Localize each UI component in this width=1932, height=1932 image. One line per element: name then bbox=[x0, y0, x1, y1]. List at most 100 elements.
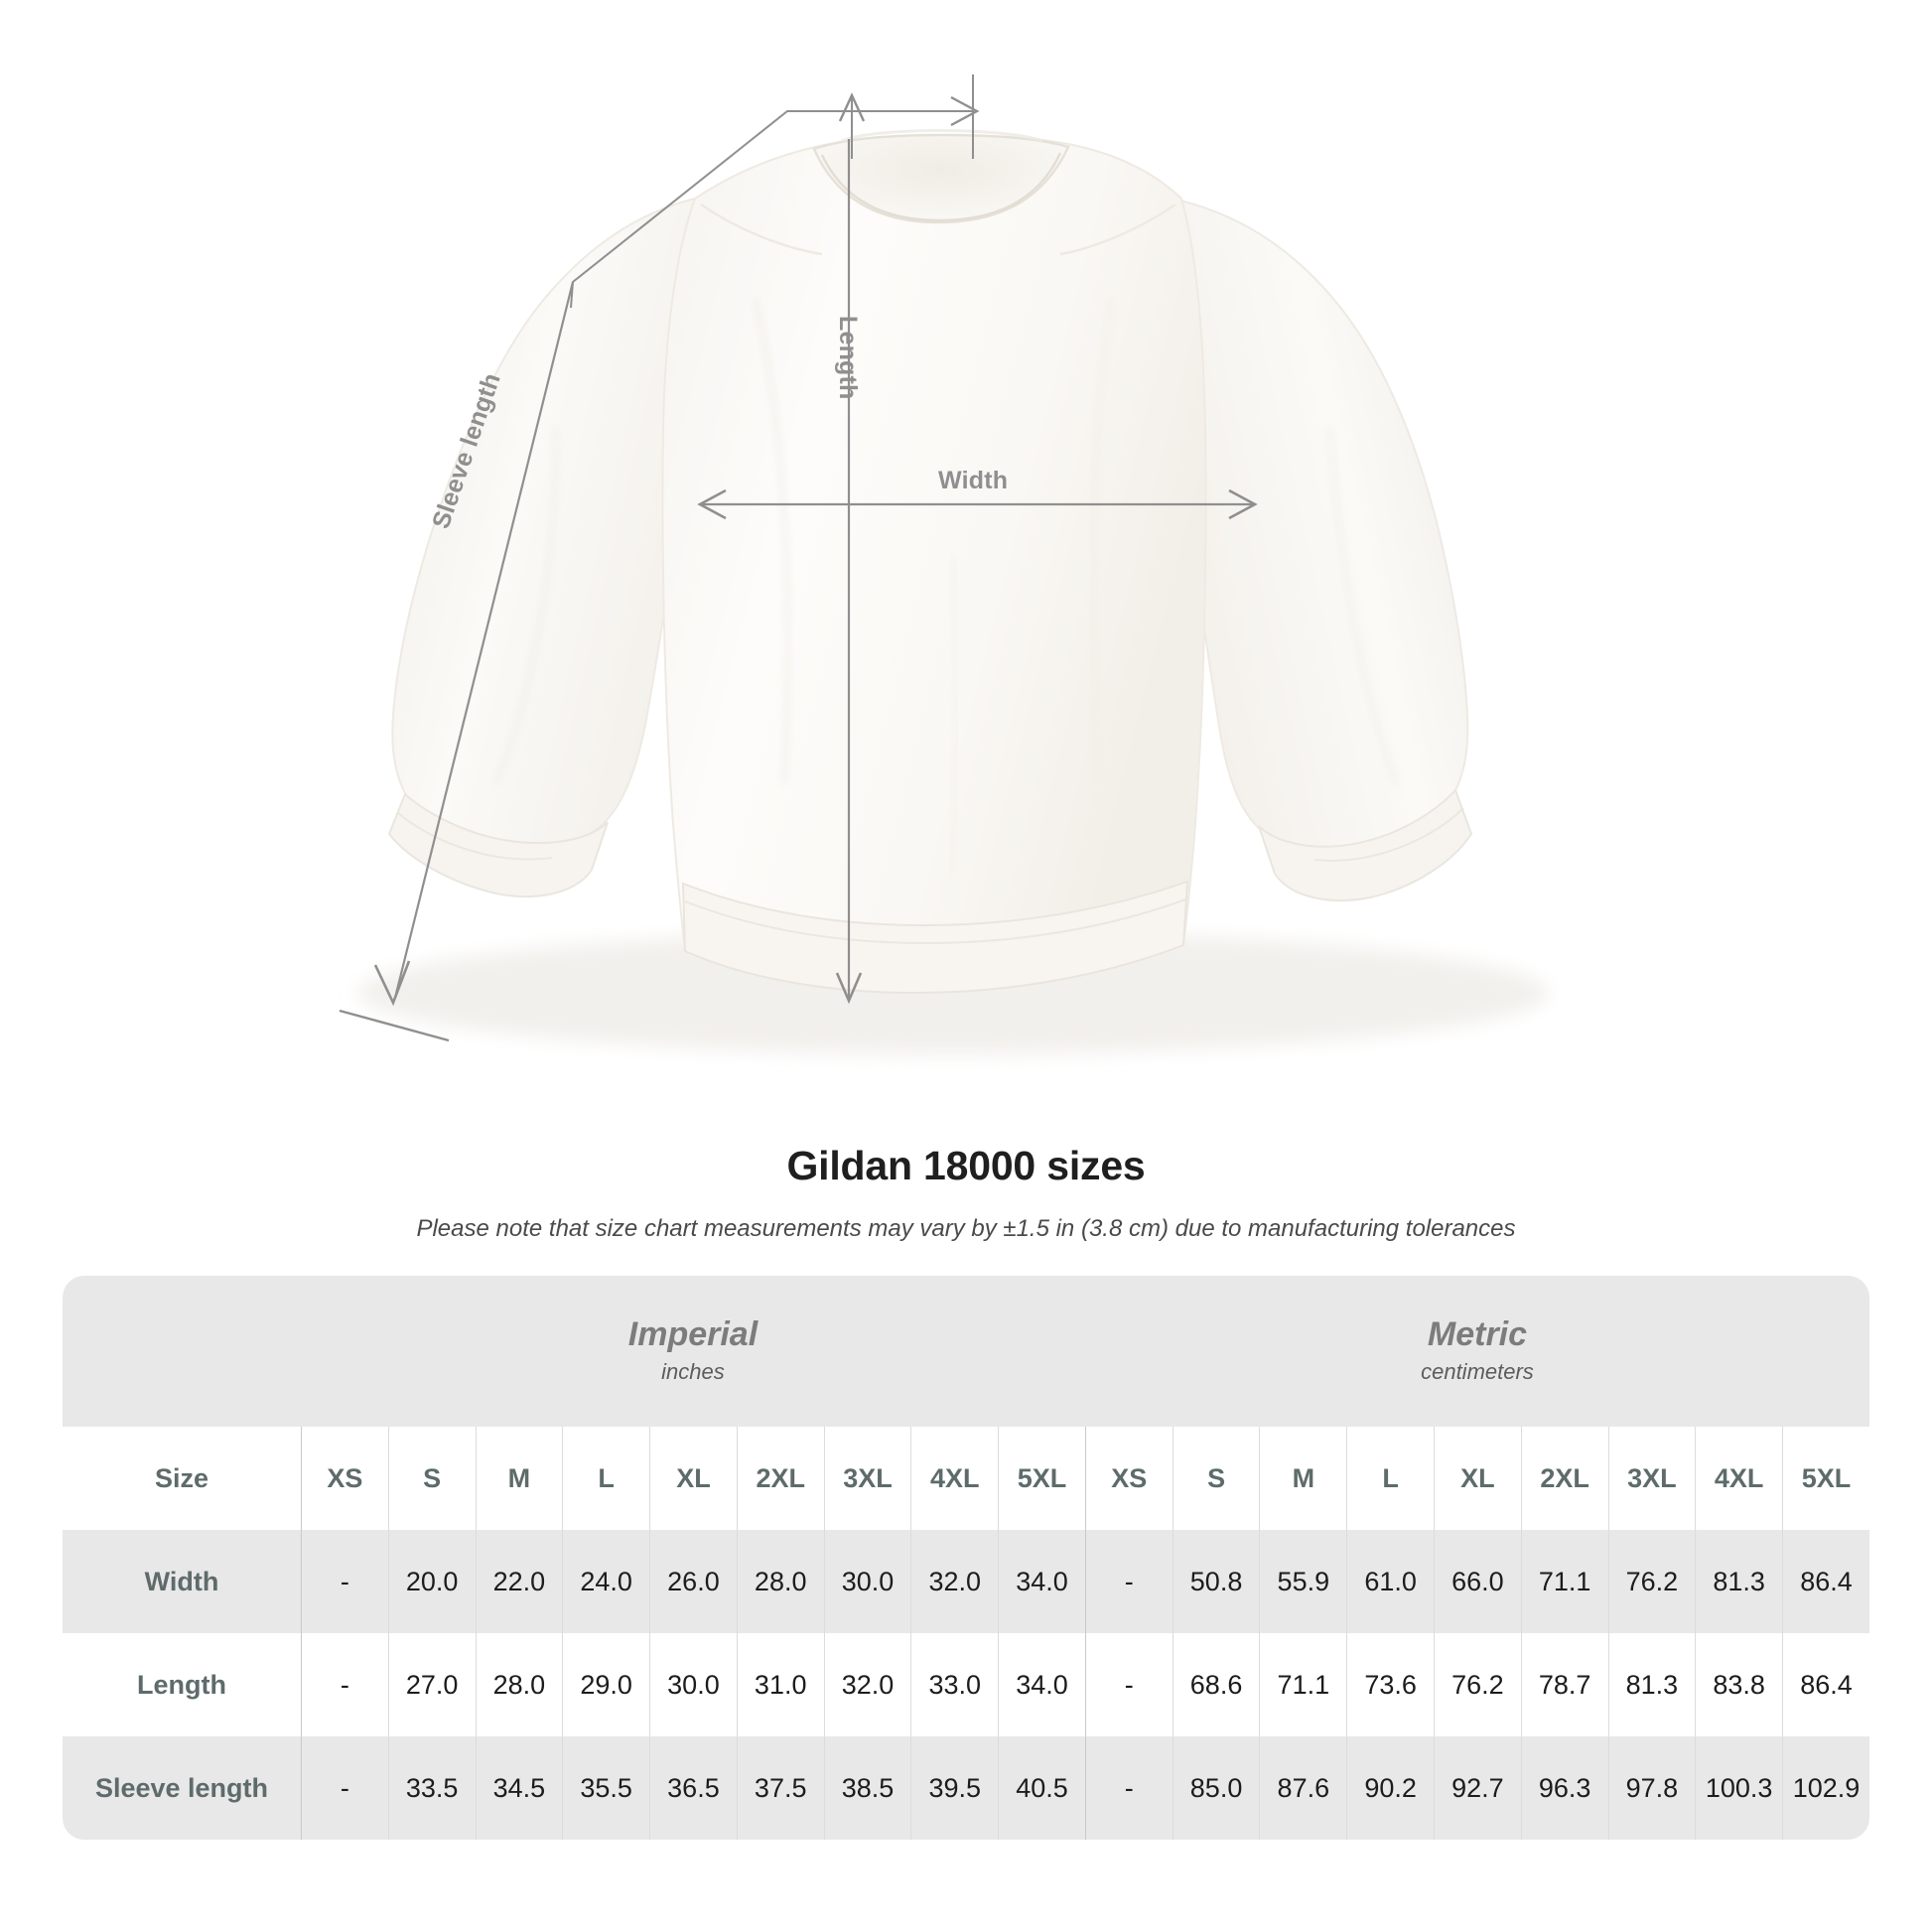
cell-width-imperial-5xl: 34.0 bbox=[998, 1530, 1085, 1633]
size-header-imperial-xl-text: XL bbox=[676, 1462, 711, 1493]
cell-width-metric-3xl: 76.2 bbox=[1607, 1530, 1696, 1633]
shoulder-callout-left bbox=[570, 110, 852, 309]
cell-sleeve-length-metric-4xl-text: 100.3 bbox=[1705, 1772, 1773, 1803]
cell-sleeve-length-imperial-2xl-text: 37.5 bbox=[754, 1772, 807, 1803]
cell-width-metric-3xl-text: 76.2 bbox=[1625, 1566, 1679, 1596]
cell-length-imperial-s-text: 27.0 bbox=[405, 1669, 459, 1700]
cell-length-metric-4xl-text: 83.8 bbox=[1713, 1669, 1765, 1700]
cell-sleeve-length-metric-l: 90.2 bbox=[1346, 1736, 1434, 1840]
size-header-imperial-xs-text: XS bbox=[327, 1462, 363, 1493]
cell-sleeve-length-metric-m-text: 87.6 bbox=[1277, 1772, 1330, 1803]
size-header-metric-s-text: S bbox=[1207, 1462, 1226, 1493]
cell-length-metric-5xl-text: 86.4 bbox=[1800, 1669, 1853, 1700]
width-arrowhead-right bbox=[1228, 488, 1258, 520]
cell-sleeve-length-metric-2xl: 96.3 bbox=[1520, 1736, 1608, 1840]
cell-length-metric-l: 73.6 bbox=[1346, 1633, 1434, 1736]
cell-sleeve-length-imperial-4xl-text: 39.5 bbox=[928, 1772, 982, 1803]
cell-sleeve-length-imperial-5xl-text: 40.5 bbox=[1016, 1772, 1068, 1803]
row-label-width: Width bbox=[63, 1530, 301, 1633]
size-header-metric-l-text: L bbox=[1382, 1462, 1399, 1493]
cell-width-imperial-3xl: 30.0 bbox=[823, 1530, 911, 1633]
cell-width-imperial-xl-text: 26.0 bbox=[667, 1566, 720, 1596]
garment-diagram-area: Length Width Sleeve length bbox=[339, 74, 1549, 1054]
cell-length-metric-5xl: 86.4 bbox=[1782, 1633, 1869, 1736]
neck-up-arrowhead bbox=[838, 92, 866, 122]
size-header-metric-l: L bbox=[1346, 1427, 1434, 1530]
page-title: Gildan 18000 sizes bbox=[786, 1143, 1146, 1188]
cell-width-metric-s: 50.8 bbox=[1172, 1530, 1260, 1633]
size-header-imperial-3xl: 3XL bbox=[823, 1427, 911, 1530]
cell-width-imperial-3xl-text: 30.0 bbox=[841, 1566, 895, 1596]
width-annotation-label: Width bbox=[938, 467, 1009, 494]
cell-sleeve-length-metric-s-text: 85.0 bbox=[1189, 1772, 1243, 1803]
sleeve-line bbox=[393, 281, 575, 999]
size-header-metric-2xl: 2XL bbox=[1520, 1427, 1608, 1530]
size-chart-table: Imperial inches Metric centimeters Size XS S M L… bbox=[63, 1276, 1869, 1840]
cell-length-metric-2xl-text: 78.7 bbox=[1538, 1669, 1591, 1700]
cell-width-imperial-m: 22.0 bbox=[475, 1530, 563, 1633]
size-header-metric-xs-text: XS bbox=[1111, 1462, 1148, 1493]
cell-width-metric-xs-text: - bbox=[1124, 1566, 1134, 1596]
cell-width-metric-m-text: 55.9 bbox=[1277, 1566, 1330, 1596]
cell-sleeve-length-metric-5xl: 102.9 bbox=[1782, 1736, 1869, 1840]
cell-sleeve-length-metric-m: 87.6 bbox=[1259, 1736, 1347, 1840]
measurement-lines bbox=[339, 74, 1258, 1042]
cell-width-metric-xl-text: 66.0 bbox=[1451, 1566, 1504, 1596]
unit-group-subtitle: inches bbox=[661, 1358, 725, 1384]
cell-length-imperial-5xl: 34.0 bbox=[998, 1633, 1085, 1736]
cell-length-imperial-3xl: 32.0 bbox=[823, 1633, 911, 1736]
cell-length-imperial-xl: 30.0 bbox=[649, 1633, 737, 1736]
cell-length-imperial-2xl: 31.0 bbox=[736, 1633, 824, 1736]
unit-banner-spacer bbox=[63, 1276, 301, 1427]
cell-sleeve-length-imperial-l: 35.5 bbox=[562, 1736, 650, 1840]
cell-sleeve-length-metric-3xl: 97.8 bbox=[1607, 1736, 1696, 1840]
cell-length-imperial-3xl-text: 32.0 bbox=[841, 1669, 895, 1700]
cell-width-metric-s-text: 50.8 bbox=[1189, 1566, 1243, 1596]
size-header-imperial-5xl: 5XL bbox=[998, 1427, 1085, 1530]
unit-banner-row: Imperial inches Metric centimeters bbox=[63, 1276, 1869, 1427]
cell-length-imperial-4xl-text: 33.0 bbox=[928, 1669, 982, 1700]
size-header-metric-4xl-text: 4XL bbox=[1714, 1462, 1764, 1493]
width-arrowhead-left bbox=[697, 488, 727, 520]
cell-sleeve-length-metric-s: 85.0 bbox=[1172, 1736, 1260, 1840]
cell-length-metric-s: 68.6 bbox=[1172, 1633, 1260, 1736]
cell-sleeve-length-imperial-s-text: 33.5 bbox=[405, 1772, 459, 1803]
row-label-length: Length bbox=[63, 1633, 301, 1736]
size-header-metric-2xl-text: 2XL bbox=[1540, 1462, 1589, 1493]
cell-length-metric-m: 71.1 bbox=[1259, 1633, 1347, 1736]
cell-length-metric-xs-text: - bbox=[1124, 1669, 1134, 1700]
cell-width-metric-4xl-text: 81.3 bbox=[1713, 1566, 1765, 1596]
cell-width-metric-2xl-text: 71.1 bbox=[1538, 1566, 1591, 1596]
cell-width-imperial-s-text: 20.0 bbox=[405, 1566, 459, 1596]
cell-sleeve-length-metric-3xl-text: 97.8 bbox=[1625, 1772, 1679, 1803]
cell-sleeve-length-metric-4xl: 100.3 bbox=[1695, 1736, 1783, 1840]
cell-length-metric-3xl-text: 81.3 bbox=[1625, 1669, 1679, 1700]
size-header-metric-m: M bbox=[1259, 1427, 1347, 1530]
cell-sleeve-length-imperial-m-text: 34.5 bbox=[492, 1772, 546, 1803]
cell-width-imperial-2xl: 28.0 bbox=[736, 1530, 824, 1633]
size-header-imperial-l-text: L bbox=[598, 1462, 615, 1493]
sweatshirt-illustration bbox=[339, 74, 1549, 1054]
cell-width-imperial-l: 24.0 bbox=[562, 1530, 650, 1633]
length-arrowhead bbox=[835, 972, 863, 1005]
cell-length-imperial-2xl-text: 31.0 bbox=[754, 1669, 807, 1700]
row-label-width-text: Width bbox=[144, 1566, 219, 1596]
cell-length-imperial-m: 28.0 bbox=[475, 1633, 563, 1736]
cell-width-metric-5xl-text: 86.4 bbox=[1800, 1566, 1853, 1596]
cell-sleeve-length-metric-xs: - bbox=[1084, 1736, 1173, 1840]
cell-length-imperial-4xl: 33.0 bbox=[910, 1633, 999, 1736]
cell-sleeve-length-imperial-m: 34.5 bbox=[475, 1736, 563, 1840]
unit-group-imperial: Imperial inches bbox=[301, 1276, 1085, 1427]
sleeve-end-tick bbox=[339, 1009, 450, 1042]
size-header-imperial-3xl-text: 3XL bbox=[843, 1462, 893, 1493]
cell-length-imperial-5xl-text: 34.0 bbox=[1016, 1669, 1068, 1700]
size-header-imperial-s: S bbox=[387, 1427, 476, 1530]
shoulder-callout-arrowhead bbox=[950, 95, 980, 127]
cell-sleeve-length-imperial-s: 33.5 bbox=[387, 1736, 476, 1840]
table-row-sleeve-length: Sleeve length - 33.5 34.5 35.5 36.5 37.5 38.5 39… bbox=[63, 1736, 1869, 1840]
cell-length-metric-m-text: 71.1 bbox=[1277, 1669, 1330, 1700]
cell-length-imperial-s: 27.0 bbox=[387, 1633, 476, 1736]
cell-sleeve-length-imperial-xs: - bbox=[301, 1736, 388, 1840]
cell-sleeve-length-metric-xs-text: - bbox=[1124, 1772, 1134, 1803]
cell-sleeve-length-imperial-xl: 36.5 bbox=[649, 1736, 737, 1840]
